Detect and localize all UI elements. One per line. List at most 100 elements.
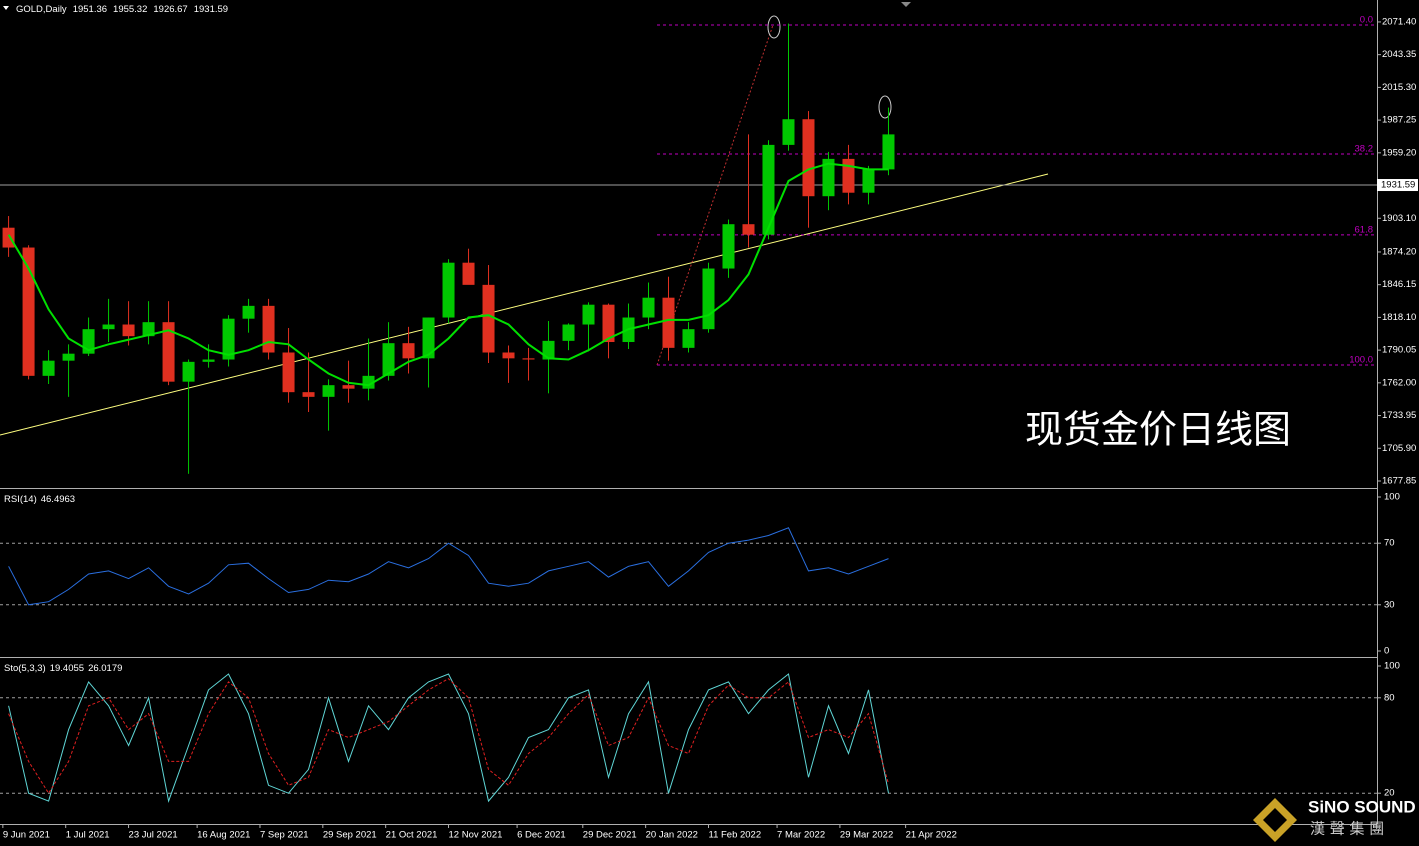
indicator-line [8,527,889,606]
candle-body [222,318,235,360]
peak-circle [767,15,781,39]
shift-marker [901,2,911,7]
x-tick-label: 23 Jul 2021 [129,830,178,841]
symbol: GOLD,Daily [16,4,67,15]
x-tick-label: 29 Dec 2021 [583,830,637,841]
indicator-value: 46.4963 [41,494,75,505]
indicator-value: 26.0179 [88,663,122,674]
candle-body [642,297,655,318]
y-tick-label: 1790.05 [1382,345,1416,356]
candle-body [162,322,175,382]
y-tick-label: 1733.95 [1382,410,1416,421]
header-value: 1955.32 [113,4,147,15]
y-tick-label: 1874.20 [1382,246,1416,257]
peak-circle [878,95,892,119]
x-tick-label: 9 Jun 2021 [3,830,50,841]
price-box [1377,179,1418,192]
candle-body [662,297,675,348]
candle-body [462,262,475,285]
candle-body [442,262,455,318]
indicator-line [8,673,889,803]
y-tick-label: 1705.90 [1382,443,1416,454]
candle-body [42,360,55,376]
price-label: 1931.59 [1381,180,1415,191]
candle-body [102,324,115,330]
y-tick-label: 30 [1384,599,1395,610]
fib-label: 61.8 [1355,224,1374,235]
candle-body [342,385,355,389]
x-tick-label: 29 Sep 2021 [323,830,377,841]
y-tick-label: 2015.30 [1382,82,1416,93]
candle-body [142,322,155,337]
chart-header: GOLD,Daily 1951.36 1955.32 1926.67 1931.59 [16,4,228,15]
y-tick-label: 0 [1384,646,1389,657]
indicator-name: RSI(14) [4,494,37,505]
candle-body [842,158,855,193]
fib-label: 38.2 [1355,144,1374,155]
y-tick-label: 1903.10 [1382,213,1416,224]
candle-body [682,329,695,348]
candle-body [482,284,495,353]
candle-body [882,134,895,170]
candle-body [742,224,755,235]
y-tick-label: 70 [1384,538,1395,549]
x-tick-label: 20 Jan 2022 [646,830,698,841]
y-tick-label: 80 [1384,692,1395,703]
annotation: 现货金价日线图 [1025,408,1291,452]
y-tick-label: 1818.10 [1382,312,1416,323]
candle-body [282,352,295,393]
candle-body [2,227,15,248]
y-tick-label: 1762.00 [1382,377,1416,388]
x-tick-label: 7 Mar 2022 [777,830,825,841]
moving-average [7,162,889,387]
header-value: 1951.36 [73,4,107,15]
indicator-name: Sto(5,3,3) [4,663,46,674]
logo-brand: SiNO SOUND [1308,797,1416,816]
header-value: 1926.67 [153,4,187,15]
candle-body [262,305,275,353]
y-tick-label: 1677.85 [1382,476,1416,487]
candle-body [762,144,775,235]
candle-body [62,353,75,361]
candle-body [782,119,795,145]
x-tick-label: 6 Dec 2021 [517,830,566,841]
candle-body [802,119,815,197]
candle-body [862,169,875,193]
indicator-value: 19.4055 [50,663,84,674]
panel-header: RSI(14) 46.4963 [4,494,75,505]
y-tick-label: 1959.20 [1382,147,1416,158]
indicator-line [8,678,889,795]
candle-body [422,317,435,359]
candle-body [502,352,515,359]
y-tick-label: 100 [1384,661,1400,672]
x-tick-label: 29 Mar 2022 [840,830,893,841]
candle-body [582,304,595,325]
candle-body [522,358,535,360]
candle-body [382,343,395,376]
header-marker [3,6,9,10]
y-tick-label: 1987.25 [1382,115,1416,126]
candle-body [322,385,335,397]
panel-header: Sto(5,3,3) 19.4055 26.0179 [4,663,122,674]
header-value: 1931.59 [194,4,228,15]
y-tick-label: 2071.40 [1382,16,1416,27]
candle-body [822,158,835,197]
candle-body [702,268,715,330]
candle-body [242,305,255,319]
x-tick-label: 12 Nov 2021 [449,830,503,841]
candle-body [722,224,735,269]
frame [0,0,1378,825]
y-tick-label: 1846.15 [1382,279,1416,290]
candle-body [562,324,575,341]
logo-mark [1263,808,1287,832]
candle-body [122,324,135,337]
candle-body [402,343,415,359]
candle-body [542,340,555,360]
logo: SiNO SOUND 漢 聲 集 團 [1253,797,1416,842]
x-tick-label: 21 Apr 2022 [906,830,957,841]
candle-body [602,304,615,343]
x-tick-label: 16 Aug 2021 [197,830,250,841]
fib-label: 0.0 [1360,14,1373,25]
candle-body [302,392,315,397]
